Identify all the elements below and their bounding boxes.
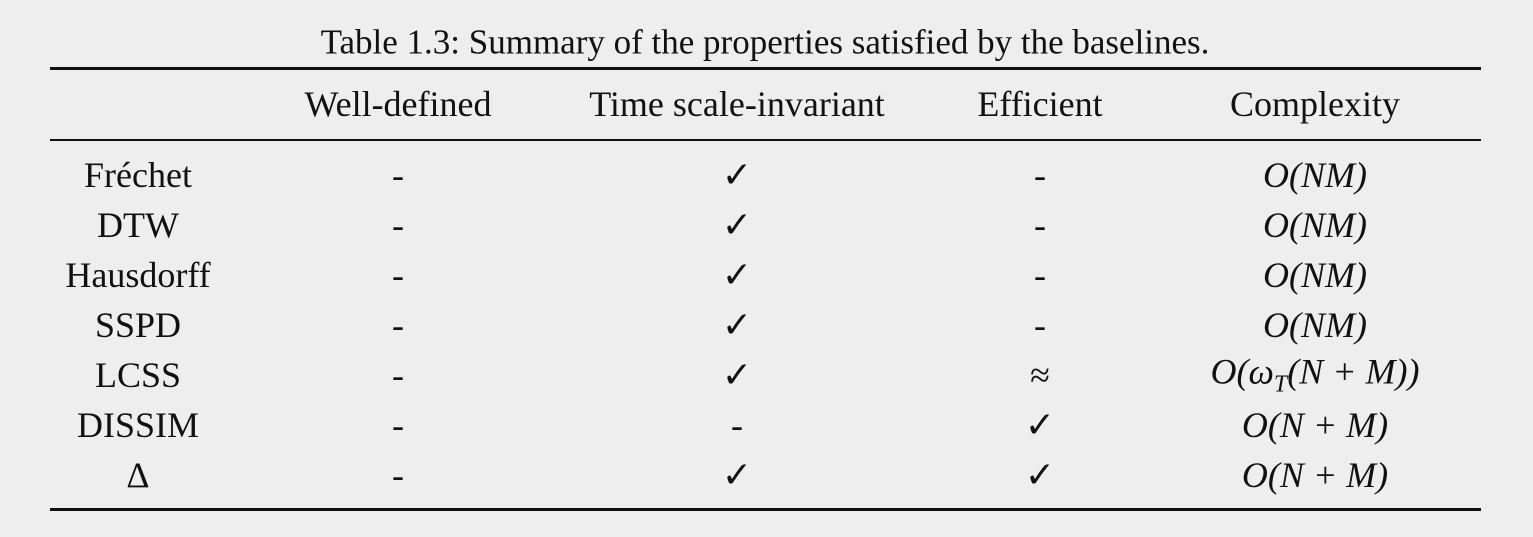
row-label: LCSS bbox=[94, 355, 182, 395]
cell: - bbox=[392, 255, 404, 295]
cell: - bbox=[392, 405, 404, 445]
cell: - bbox=[392, 155, 404, 195]
cell: - bbox=[1034, 155, 1046, 195]
cell: O(ωT(N + M)) bbox=[1210, 353, 1419, 396]
cell-part: O(ω bbox=[1210, 351, 1274, 392]
cell: ✓ bbox=[721, 205, 753, 245]
header-cell: Efficient bbox=[977, 84, 1103, 124]
cell: O(NM) bbox=[1263, 255, 1367, 295]
cell: - bbox=[392, 205, 404, 245]
cell: - bbox=[392, 305, 404, 345]
cell-part: (N + M)) bbox=[1287, 351, 1420, 392]
cell: O(N + M) bbox=[1241, 405, 1389, 445]
header-cell: Time scale-invariant bbox=[589, 84, 885, 124]
row-label: Fréchet bbox=[84, 155, 192, 195]
cell: ✓ bbox=[721, 355, 753, 395]
header-cell: Well-defined bbox=[304, 84, 492, 124]
cell: O(N + M) bbox=[1241, 455, 1389, 495]
cell: - bbox=[731, 405, 743, 445]
cell: O(NM) bbox=[1263, 205, 1367, 245]
row-label: DTW bbox=[97, 205, 179, 245]
cell: ✓ bbox=[721, 155, 753, 195]
caption: Table 1.3: Summary of the properties sat… bbox=[320, 22, 1210, 62]
mid-rule bbox=[50, 139, 1481, 141]
header-cell: Complexity bbox=[1230, 84, 1400, 124]
row-label: DISSIM bbox=[76, 405, 200, 445]
cell: ≈ bbox=[1030, 355, 1050, 395]
cell: O(NM) bbox=[1263, 305, 1367, 345]
cell: - bbox=[392, 355, 404, 395]
cell: - bbox=[392, 455, 404, 495]
row-label: Δ bbox=[126, 455, 150, 495]
bottom-rule bbox=[50, 508, 1481, 511]
row-label: Hausdorff bbox=[65, 255, 211, 295]
row-label: SSPD bbox=[94, 305, 182, 345]
cell: ✓ bbox=[721, 255, 753, 295]
cell: - bbox=[1034, 255, 1046, 295]
cell: - bbox=[1034, 305, 1046, 345]
cell: O(NM) bbox=[1263, 155, 1367, 195]
cell: - bbox=[1034, 205, 1046, 245]
cell-subscript: T bbox=[1273, 371, 1288, 398]
cell: ✓ bbox=[721, 305, 753, 345]
cell: ✓ bbox=[1024, 455, 1056, 495]
cell: ✓ bbox=[1024, 405, 1056, 445]
cell: ✓ bbox=[721, 455, 753, 495]
top-rule bbox=[50, 67, 1481, 70]
